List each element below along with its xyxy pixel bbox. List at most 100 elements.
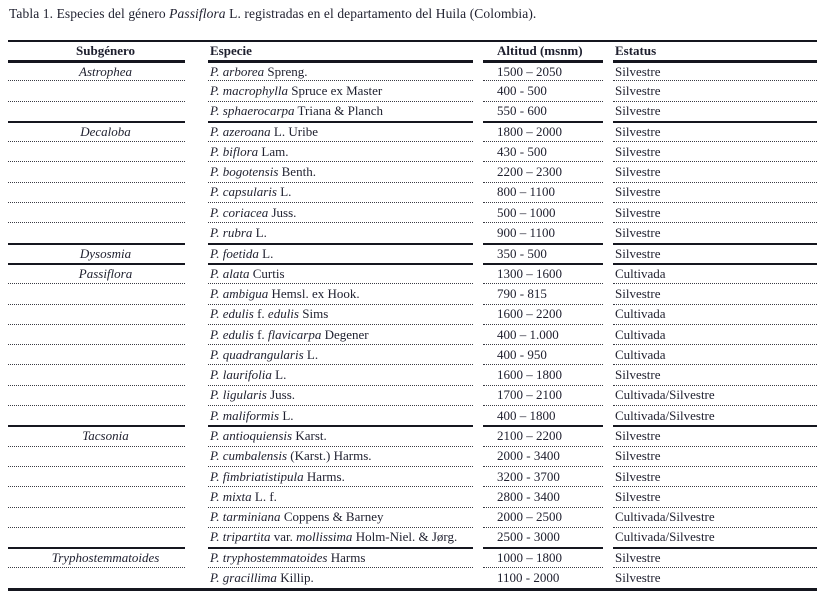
species-name: P. foetida L. xyxy=(210,245,274,261)
table-row: P. ligularis Juss. 1700 – 2100 Cultivada/S… xyxy=(8,384,817,405)
subgenero-cell xyxy=(8,526,185,547)
column-gap xyxy=(185,202,208,222)
altitud-cell: 430 - 500 xyxy=(483,141,603,161)
header-especie: Especie xyxy=(210,43,252,58)
column-gap xyxy=(185,161,208,181)
column-gap xyxy=(603,547,613,567)
column-gap xyxy=(185,141,208,161)
subgenero-cell xyxy=(8,80,185,100)
column-gap xyxy=(473,324,483,344)
table-row: P. tarminiana Coppens & Barney 2000 – 250… xyxy=(8,506,817,527)
estatus-cell: Silvestre xyxy=(613,222,817,242)
caption-prefix: Tabla 1. Especies del género xyxy=(9,6,170,21)
subgenero-cell: Tacsonia xyxy=(8,425,185,445)
column-gap xyxy=(603,446,613,466)
altitud-cell: 3200 - 3700 xyxy=(483,465,603,486)
altitud-cell: 400 - 500 xyxy=(483,80,603,100)
species-name: P. mixta L. f. xyxy=(210,488,277,504)
column-gap xyxy=(185,60,208,80)
column-gap xyxy=(603,486,613,506)
altitud-cell: 800 – 1100 xyxy=(483,181,603,202)
especie-cell: P. coriacea Juss. xyxy=(208,202,473,222)
header-estatus: Estatus xyxy=(615,43,657,58)
header-altitud: Altitud (msnm) xyxy=(497,43,583,58)
species-name: P. gracillima Killip. xyxy=(210,570,314,586)
subgenero-cell xyxy=(8,567,185,587)
column-gap xyxy=(473,486,483,506)
subgenero-cell: Astrophea xyxy=(8,60,185,80)
column-gap xyxy=(185,304,208,324)
table-row: Astrophea P. arborea Spreng. 1500 – 2050 Si… xyxy=(8,60,817,80)
column-gap xyxy=(603,101,613,121)
especie-cell: P. laurifolia L. xyxy=(208,364,473,384)
estatus-cell: Silvestre xyxy=(613,364,817,384)
species-table: Subgénero Especie Altitud (msnm) Estatus… xyxy=(8,40,817,591)
estatus-cell: Silvestre xyxy=(613,120,817,141)
especie-cell: P. quadrangularis L. xyxy=(208,344,473,364)
column-gap xyxy=(603,141,613,161)
table-row: Dysosmia P. foetida L. 350 - 500 Silvestre xyxy=(8,242,817,263)
species-name: P. antioquiensis Karst. xyxy=(210,428,327,444)
column-gap xyxy=(603,385,613,405)
column-gap xyxy=(185,466,208,486)
especie-cell: P. tripartita var. mollissima Holm-Niel.… xyxy=(208,526,473,547)
altitud-cell: 350 - 500 xyxy=(483,242,603,263)
column-gap xyxy=(473,425,483,445)
subgenero-cell: Tryphostemmatoides xyxy=(8,547,185,567)
column-gap xyxy=(603,466,613,486)
column-gap xyxy=(185,80,208,100)
species-name: P. laurifolia L. xyxy=(210,367,287,383)
table-row: P. edulis f. edulis Sims 1600 – 2200 Culti… xyxy=(8,303,817,324)
column-gap xyxy=(603,80,613,100)
column-gap xyxy=(603,60,613,80)
especie-cell: P. tarminiana Coppens & Barney xyxy=(208,506,473,527)
subgenero-cell xyxy=(8,202,185,222)
table-header-row: Subgénero Especie Altitud (msnm) Estatus xyxy=(8,42,817,60)
altitud-cell: 400 – 1.000 xyxy=(483,323,603,344)
column-gap xyxy=(473,567,483,587)
especie-cell: P. macrophylla Spruce ex Master xyxy=(208,80,473,100)
species-name: P. edulis f. edulis Sims xyxy=(210,306,329,322)
species-name: P. rubra L. xyxy=(210,225,267,241)
column-gap xyxy=(603,405,613,425)
subgenero-cell xyxy=(8,303,185,324)
table-row: Decaloba P. azeroana L. Uribe 1800 – 2000 S… xyxy=(8,120,817,141)
especie-cell: P. fimbriatistipula Harms. xyxy=(208,465,473,486)
column-gap xyxy=(185,344,208,364)
altitud-cell: 1600 – 2200 xyxy=(483,303,603,324)
estatus-cell: Silvestre xyxy=(613,161,817,181)
column-gap xyxy=(473,42,483,60)
column-gap xyxy=(473,141,483,161)
column-gap xyxy=(185,243,208,263)
column-gap xyxy=(473,507,483,527)
estatus-cell: Silvestre xyxy=(613,567,817,587)
estatus-cell: Silvestre xyxy=(613,486,817,506)
column-gap xyxy=(603,202,613,222)
estatus-cell: Silvestre xyxy=(613,80,817,100)
column-gap xyxy=(603,304,613,324)
column-gap xyxy=(185,364,208,384)
column-gap xyxy=(473,182,483,202)
altitud-cell: 400 - 950 xyxy=(483,344,603,364)
column-gap xyxy=(185,405,208,425)
estatus-cell: Cultivada xyxy=(613,303,817,324)
column-gap xyxy=(473,101,483,121)
subgenero-cell: Passiflora xyxy=(8,262,185,283)
column-gap xyxy=(603,527,613,547)
especie-cell: P. arborea Spreng. xyxy=(208,60,473,80)
column-gap xyxy=(185,527,208,547)
subgenero-cell xyxy=(8,364,185,384)
species-name: P. azeroana L. Uribe xyxy=(210,124,318,140)
column-gap xyxy=(603,161,613,181)
column-gap xyxy=(473,161,483,181)
species-name: P. ligularis Juss. xyxy=(210,387,296,403)
altitud-cell: 550 - 600 xyxy=(483,100,603,121)
table-row: P. mixta L. f. 2800 - 3400 Silvestre xyxy=(8,486,817,506)
table-row: Tacsonia P. antioquiensis Karst. 2100 – 22… xyxy=(8,425,817,445)
especie-cell: P. azeroana L. Uribe xyxy=(208,120,473,141)
table-caption: Tabla 1. Especies del género Passiflora … xyxy=(9,6,536,22)
table-row: P. bogotensis Benth. 2200 – 2300 Silvestre xyxy=(8,161,817,181)
species-name: P. tarminiana Coppens & Barney xyxy=(210,509,384,525)
column-gap xyxy=(473,364,483,384)
especie-cell: P. antioquiensis Karst. xyxy=(208,425,473,445)
